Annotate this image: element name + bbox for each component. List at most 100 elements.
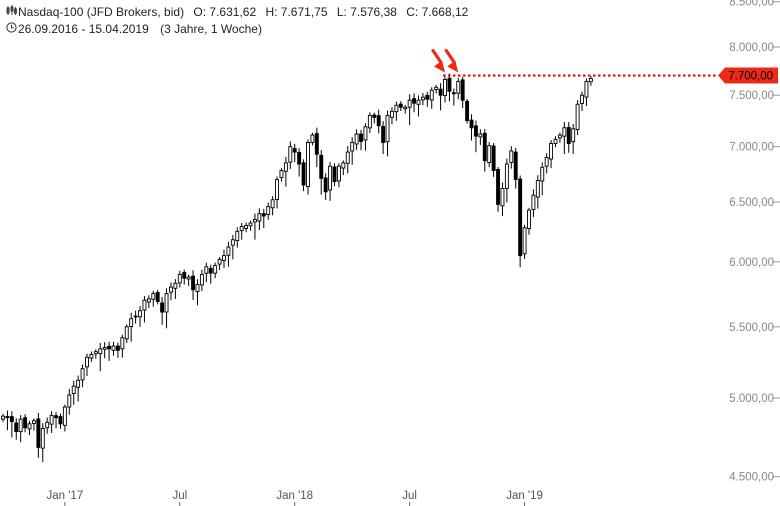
candle-body: [566, 126, 571, 144]
candle-body: [345, 151, 350, 164]
date-range: 26.09.2016 - 15.04.2019: [18, 22, 149, 36]
candle-body: [416, 99, 421, 105]
candle-body: [438, 88, 443, 96]
candle-body: [336, 165, 341, 182]
candle-body: [390, 110, 394, 118]
candle-body: [213, 265, 218, 274]
candle-body: [23, 417, 28, 429]
candle-body: [199, 273, 204, 286]
candle-body: [301, 162, 306, 186]
candle-body: [341, 162, 346, 169]
y-tick-label: 6.000,00: [729, 257, 774, 269]
period-info: 26.09.2016 - 15.04.2019 (3 Jahre, 1 Woch…: [6, 22, 262, 36]
candle-body: [367, 114, 372, 129]
candle-body: [54, 415, 58, 419]
candle-body: [478, 133, 483, 138]
candle-body: [376, 115, 381, 127]
candle-body: [9, 416, 14, 422]
candle-body: [76, 379, 81, 388]
chart-header: Nasdaq-100 (JFD Brokers, bid) O: 7.631,6…: [6, 5, 468, 19]
candle-body: [549, 143, 554, 160]
x-tick-label: Jan '19: [506, 490, 543, 502]
candle-body: [244, 224, 249, 229]
y-tick-label: 7.500,00: [729, 90, 774, 102]
candle-body: [275, 178, 279, 200]
candlestick-icon: [6, 5, 18, 19]
y-tick-label: 5.000,00: [729, 393, 774, 405]
candle-body: [460, 79, 465, 101]
candle-body: [310, 134, 315, 143]
candle-body: [230, 239, 235, 246]
candle-body: [18, 418, 23, 433]
resistance-price-tag: [718, 67, 778, 84]
candle-body: [115, 345, 120, 351]
candle-body: [5, 416, 10, 419]
candle-body: [487, 145, 492, 164]
candle-body: [283, 162, 288, 172]
candle-body: [31, 420, 36, 424]
candle-body: [36, 418, 41, 448]
candle-body: [107, 345, 112, 350]
candle-body: [513, 151, 518, 180]
interval-label: (3 Jahre, 1 Woche): [160, 22, 262, 36]
candle-body: [177, 273, 182, 284]
candle-body: [429, 89, 434, 101]
candle-body: [363, 126, 368, 141]
candle-body: [252, 219, 257, 223]
candle-body: [129, 318, 134, 327]
candle-body: [226, 246, 231, 256]
x-tick-label: Jul: [172, 490, 187, 502]
candle-body: [85, 356, 89, 368]
candle-body: [394, 104, 399, 113]
candle-body: [191, 275, 196, 291]
y-tick-label: 5.500,00: [729, 322, 774, 334]
candle-body: [425, 94, 430, 100]
candle-body: [332, 166, 337, 183]
x-tick-label: Jan '17: [47, 490, 84, 502]
y-tick-label: 8.500,00: [729, 0, 774, 9]
candle-body: [553, 138, 558, 144]
candle-body: [204, 266, 209, 274]
candle-body: [146, 298, 151, 303]
candle-body: [266, 206, 271, 215]
candle-body: [527, 209, 531, 229]
candle-body: [120, 337, 125, 350]
candle-body: [328, 165, 333, 191]
candle-body: [381, 125, 386, 143]
candle-body: [398, 103, 403, 108]
candle-body: [306, 142, 310, 187]
candle-body: [89, 354, 94, 359]
candle-body: [491, 145, 496, 172]
clock-icon: [6, 22, 18, 36]
candle-body: [535, 180, 540, 198]
arrow-marker: [444, 48, 459, 73]
candle-body: [67, 394, 72, 408]
candle-body: [261, 213, 266, 217]
candle-body: [562, 127, 567, 137]
candle-body: [412, 98, 417, 104]
candle-body: [14, 422, 19, 433]
candle-body: [544, 157, 549, 167]
candle-body: [571, 128, 576, 143]
candle-body: [27, 423, 32, 430]
candle-body: [456, 80, 461, 94]
candle-body: [45, 421, 50, 429]
resistance-price-label: 7.700,00: [728, 71, 773, 83]
candle-body: [257, 213, 262, 222]
candle-body: [133, 315, 138, 318]
candle-body: [447, 77, 452, 92]
candle-body: [496, 168, 500, 205]
candle-body: [124, 326, 129, 340]
candle-body: [62, 406, 67, 426]
arrow-marker: [431, 48, 445, 73]
candle-body: [169, 286, 173, 293]
candle-body: [504, 163, 509, 189]
candle-body: [588, 78, 593, 83]
candle-body: [173, 282, 178, 289]
candle-body: [354, 133, 359, 145]
candle-body: [403, 106, 408, 110]
y-tick-label: 4.500,00: [729, 472, 774, 484]
candle-body: [195, 284, 200, 293]
x-tick-label: Jan '18: [276, 490, 313, 502]
